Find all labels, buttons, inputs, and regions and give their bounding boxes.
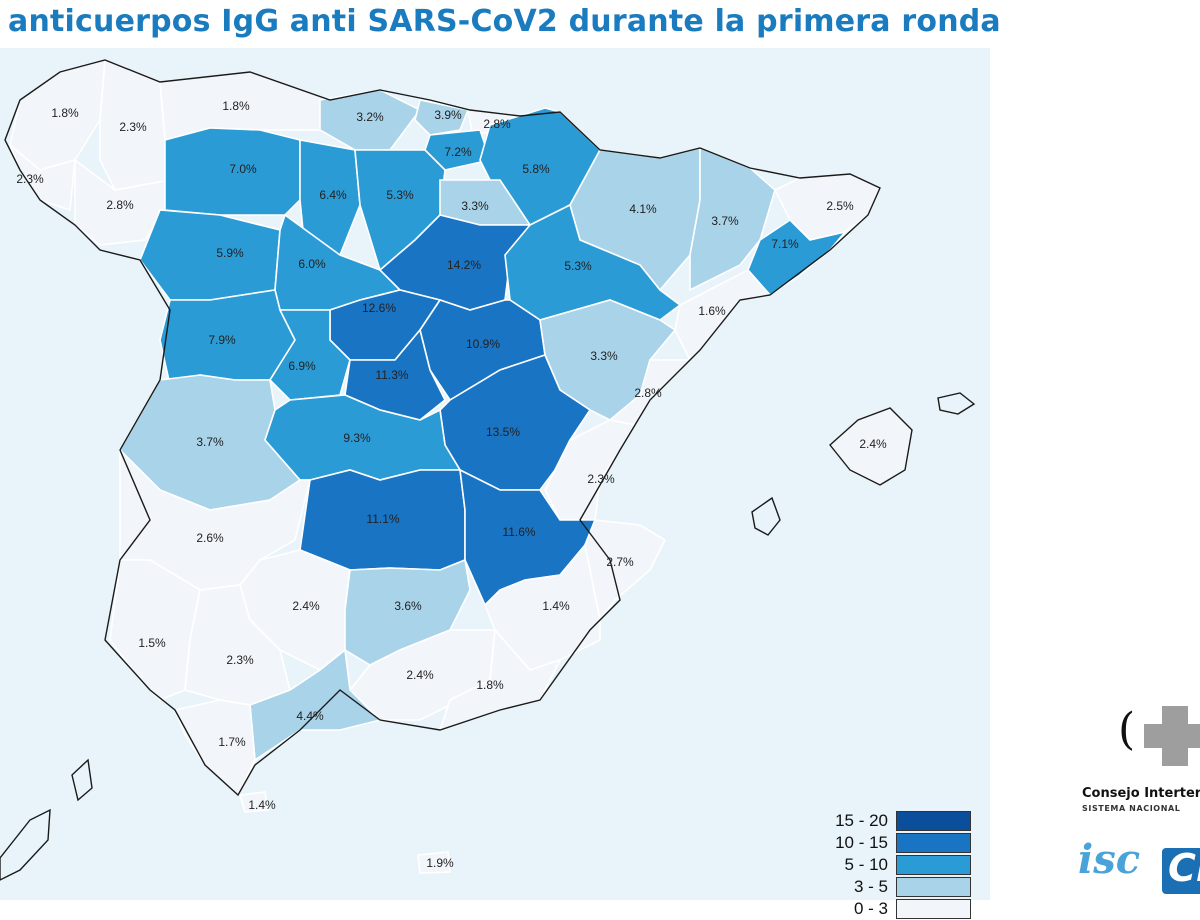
province-value-label: 2.4%: [292, 599, 320, 613]
province-value-label: 5.8%: [522, 162, 550, 176]
province-value-label: 1.6%: [698, 304, 726, 318]
province-value-label: 2.8%: [634, 386, 662, 400]
province-value-label: 6.4%: [319, 188, 347, 202]
province-value-label: 1.8%: [476, 678, 504, 692]
province-value-label: 4.4%: [296, 709, 324, 723]
province-value-label: 3.9%: [434, 108, 462, 122]
menorca-outline: [937, 392, 976, 415]
map-panel: 1.8% 2.3% 1.8% 3.2% 3.9% 2.8% 7.2% 5.8% 2.3% 2.8%…: [0, 48, 990, 919]
province-value-label: 14.2%: [447, 258, 481, 272]
province-value-label: 11.6%: [502, 525, 535, 539]
province-valencia: [544, 419, 637, 521]
province-value-label: 9.3%: [343, 431, 371, 445]
province-value-label: 1.9%: [426, 856, 454, 870]
province-value-label: 7.9%: [208, 333, 236, 347]
legend-row: 10 - 15: [808, 832, 971, 854]
legend-row: 3 - 5: [808, 876, 971, 898]
province-value-label: 3.2%: [356, 110, 384, 124]
consejo-interterritorial-logo: ( Consejo Interter SISTEMA NACIONAL isc …: [1078, 698, 1200, 900]
province-value-label: 1.5%: [138, 636, 166, 650]
province-value-label: 12.6%: [362, 301, 396, 315]
province-value-label: 5.3%: [386, 188, 414, 202]
province-value-label: 13.5%: [486, 425, 520, 439]
province-value-label: 6.9%: [288, 359, 316, 373]
peninsula-outline: [4, 59, 881, 797]
province-value-label: 6.0%: [298, 257, 326, 271]
legend-swatch: [896, 877, 971, 897]
legend-swatch: [896, 855, 971, 875]
logo-paren: (: [1118, 704, 1136, 755]
province-araba: [424, 129, 492, 171]
ibiza-outline: [751, 496, 781, 536]
province-lleida: [689, 146, 776, 292]
legend-swatch: [896, 833, 971, 853]
province-value-label: 2.5%: [826, 199, 854, 213]
province-value-label: 2.7%: [606, 555, 634, 569]
legend-row: 0 - 3: [808, 898, 971, 920]
legend-label: 3 - 5: [853, 877, 888, 896]
province-value-label: 3.3%: [461, 199, 489, 213]
province-value-label: 2.4%: [859, 437, 887, 451]
province-value-label: 5.9%: [216, 246, 244, 260]
map-legend: 15 - 20 10 - 15 5 - 10 3 - 5 0 - 3: [808, 810, 971, 920]
province-bizkaia: [414, 99, 470, 136]
legend-swatch: [896, 811, 971, 831]
province-value-label: 10.9%: [466, 337, 500, 351]
province-value-label: 1.8%: [51, 106, 79, 120]
province-malaga: [249, 648, 382, 762]
province-value-label: 7.0%: [229, 162, 257, 176]
province-value-label: 2.3%: [226, 653, 254, 667]
province-value-label: 1.4%: [248, 798, 276, 812]
province-value-label: 1.8%: [222, 99, 250, 113]
province-value-label: 1.7%: [218, 735, 246, 749]
canarias-outline: [0, 808, 51, 881]
province-value-label: 11.1%: [366, 512, 399, 526]
province-zamora: [139, 209, 281, 301]
legend-label: 0 - 3: [853, 899, 888, 918]
legend-label: 10 - 15: [835, 833, 888, 852]
legend-label: 5 - 10: [844, 855, 888, 874]
ci-logo-text: Ci: [1168, 846, 1200, 890]
province-value-label: 3.7%: [711, 214, 739, 228]
spain-province-map: 1.8% 2.3% 1.8% 3.2% 3.9% 2.8% 7.2% 5.8% 2.3% 2.8%…: [0, 58, 976, 881]
legend-row: 15 - 20: [808, 810, 971, 832]
province-value-label: 4.1%: [629, 202, 657, 216]
lanzarote-outline: [71, 758, 93, 802]
province-value-label: 2.8%: [106, 198, 134, 212]
province-value-label: 2.3%: [119, 120, 147, 134]
province-value-label: 5.3%: [564, 259, 592, 273]
province-value-label: 2.6%: [196, 531, 224, 545]
legend-row: 5 - 10: [808, 854, 971, 876]
mallorca-outline: [829, 407, 913, 486]
province-value-label: 3.3%: [590, 349, 618, 363]
province-melilla: [417, 851, 451, 874]
province-value-label: 2.3%: [587, 472, 615, 486]
province-value-label: 2.4%: [406, 668, 434, 682]
ci-logo-box: [1162, 848, 1200, 894]
province-value-label: 7.1%: [771, 237, 799, 251]
province-value-label: 2.3%: [16, 172, 44, 186]
province-value-label: 3.6%: [394, 599, 422, 613]
logo-subtitle: SISTEMA NACIONAL: [1082, 804, 1181, 813]
logo-name: Consejo Interter: [1082, 786, 1200, 801]
legend-label: 15 - 20: [835, 811, 888, 830]
legend-swatch: [896, 899, 971, 919]
cross-icon-bar: [1144, 724, 1200, 748]
province-value-label: 1.4%: [542, 599, 570, 613]
province-value-label: 11.3%: [375, 368, 408, 382]
province-value-label: 2.8%: [483, 117, 511, 131]
province-cadiz: [173, 699, 256, 797]
isc-logo: isc: [1078, 836, 1141, 883]
province-ceuta: [238, 791, 269, 813]
province-value-label: 3.7%: [196, 435, 224, 449]
map-title: anticuerpos IgG anti SARS-CoV2 durante l…: [8, 4, 1001, 39]
province-value-label: 7.2%: [444, 145, 472, 159]
